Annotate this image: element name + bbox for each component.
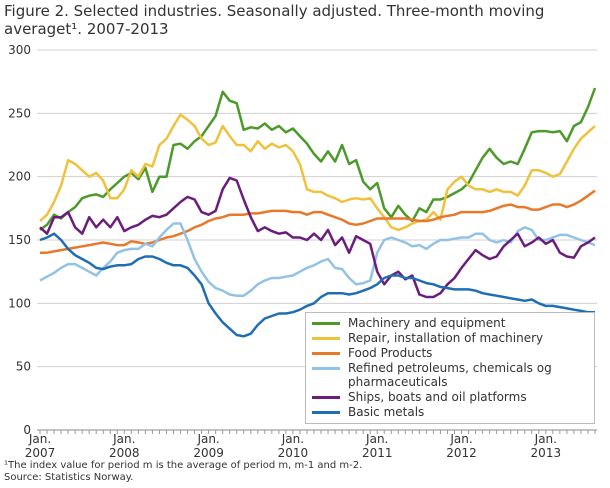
series-line <box>39 222 596 297</box>
y-tick-label: 200 <box>8 170 31 184</box>
legend-swatch <box>312 411 340 414</box>
series-line <box>40 189 596 254</box>
y-tick-label: 0 <box>23 423 31 437</box>
series-line <box>39 176 596 299</box>
y-tick-label: 300 <box>8 43 31 57</box>
legend-item: Machinery and equipment <box>312 316 588 330</box>
series-line <box>39 232 595 338</box>
legend-label: Basic metals <box>348 405 425 419</box>
x-tick-label: Jan. 2013 <box>531 432 562 460</box>
legend: Machinery and equipment Repair, installat… <box>305 312 595 424</box>
x-tick-label: Jan. 2009 <box>193 432 224 460</box>
x-tick-label: Jan. 2008 <box>109 432 140 460</box>
y-tick-label: 100 <box>8 296 31 310</box>
legend-label: Machinery and equipment <box>348 316 506 330</box>
x-tick-label: Jan. 2007 <box>25 432 56 460</box>
legend-label: Refined petroleums, chemicals og pharmac… <box>348 361 552 389</box>
footnotes: ¹The index value for period m is the ave… <box>4 460 362 484</box>
y-tick-label: 150 <box>8 233 31 247</box>
legend-swatch <box>312 352 340 355</box>
legend-swatch <box>312 367 340 370</box>
legend-label: Ships, boats and oil platforms <box>348 390 527 404</box>
legend-item: Repair, installation of machinery <box>312 331 588 345</box>
source: Source: Statistics Norway. <box>4 472 134 483</box>
legend-label: Repair, installation of machinery <box>348 331 544 345</box>
legend-item: Basic metals <box>312 405 588 419</box>
x-tick-label: Jan. 2010 <box>278 432 309 460</box>
legend-swatch <box>312 322 340 325</box>
legend-item: Food Products <box>312 346 588 360</box>
legend-label: Food Products <box>348 346 433 360</box>
chart-title: Figure 2. Selected industries. Seasonall… <box>4 2 545 38</box>
y-tick-label: 250 <box>8 106 31 120</box>
y-tick-label: 50 <box>16 360 31 374</box>
legend-swatch <box>312 396 340 399</box>
legend-item: Ships, boats and oil platforms <box>312 390 588 404</box>
series-line <box>39 113 596 232</box>
x-tick-label: Jan. 2012 <box>446 432 477 460</box>
footnote: ¹The index value for period m is the ave… <box>4 460 363 471</box>
legend-item: Refined petroleums, chemicals og pharmac… <box>312 361 588 389</box>
legend-swatch <box>312 337 340 340</box>
x-tick-label: Jan. 2011 <box>362 432 393 460</box>
series-line <box>39 87 597 231</box>
